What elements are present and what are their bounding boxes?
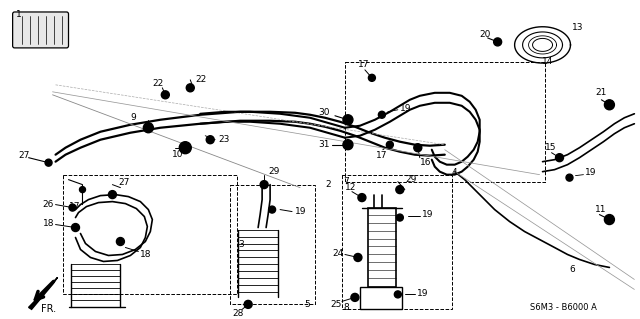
Bar [63,174,237,294]
Text: 19: 19 [295,207,307,216]
Text: 12: 12 [345,183,356,192]
Text: 3: 3 [238,240,244,249]
Text: 30: 30 [318,108,330,117]
Bar [368,208,396,287]
Text: 5: 5 [304,300,310,309]
Circle shape [394,291,401,298]
Circle shape [45,159,52,166]
Text: 24: 24 [332,249,343,258]
Circle shape [351,293,359,301]
Text: 14: 14 [541,57,553,66]
Text: 7: 7 [343,177,349,186]
Circle shape [493,38,502,46]
Text: 19: 19 [422,210,433,219]
Text: 8: 8 [343,303,349,312]
Text: 29: 29 [268,167,280,176]
Circle shape [260,181,268,189]
Circle shape [206,136,214,144]
Text: 19: 19 [584,168,596,177]
Circle shape [108,191,116,199]
Text: 17: 17 [358,60,369,69]
Text: 27: 27 [19,151,30,160]
Bar [342,174,452,309]
Bar [360,287,402,309]
Text: 10: 10 [172,150,184,159]
Text: 19: 19 [417,289,428,298]
Circle shape [269,206,276,213]
Text: 17: 17 [376,151,387,160]
Text: 21: 21 [595,88,607,97]
Text: 25: 25 [330,300,341,309]
Bar [345,62,545,182]
Polygon shape [29,278,58,309]
Circle shape [369,74,376,81]
Circle shape [604,215,614,225]
Circle shape [343,115,353,125]
Text: 11: 11 [595,205,607,214]
Text: 23: 23 [218,135,230,144]
Circle shape [161,91,170,99]
Text: FR.: FR. [40,304,56,314]
Text: 26: 26 [43,200,54,209]
Text: 22: 22 [195,75,207,84]
Circle shape [556,154,563,162]
Circle shape [354,254,362,262]
Text: 18: 18 [140,250,152,259]
Circle shape [387,141,394,148]
Text: 31: 31 [318,140,330,149]
Text: 6: 6 [570,265,575,274]
Circle shape [378,111,385,118]
Circle shape [396,214,403,221]
Circle shape [72,224,79,232]
Bar [230,185,315,304]
Text: 13: 13 [572,23,583,33]
Text: 2: 2 [325,180,331,189]
Text: 17: 17 [68,202,80,211]
Text: 27: 27 [118,178,130,187]
Text: 19: 19 [400,104,412,113]
Circle shape [396,186,404,194]
Circle shape [414,144,422,152]
Circle shape [116,238,124,246]
Circle shape [343,140,353,150]
Circle shape [244,300,252,308]
Circle shape [79,187,86,193]
Circle shape [566,174,573,181]
Text: 15: 15 [545,143,556,152]
Text: 18: 18 [43,219,54,228]
FancyBboxPatch shape [13,12,68,48]
Text: 29: 29 [406,175,417,184]
Text: 28: 28 [232,309,244,318]
Circle shape [358,194,366,202]
Circle shape [143,123,154,133]
Text: 16: 16 [420,158,431,167]
Circle shape [179,142,191,154]
Circle shape [69,204,76,211]
Text: 20: 20 [479,30,491,40]
Circle shape [604,100,614,110]
Text: 22: 22 [152,79,164,88]
Text: S6M3 - B6000 A: S6M3 - B6000 A [529,303,596,312]
Circle shape [186,84,195,92]
Text: 9: 9 [131,113,136,122]
Text: 4: 4 [452,168,458,177]
Text: 1: 1 [15,10,21,19]
